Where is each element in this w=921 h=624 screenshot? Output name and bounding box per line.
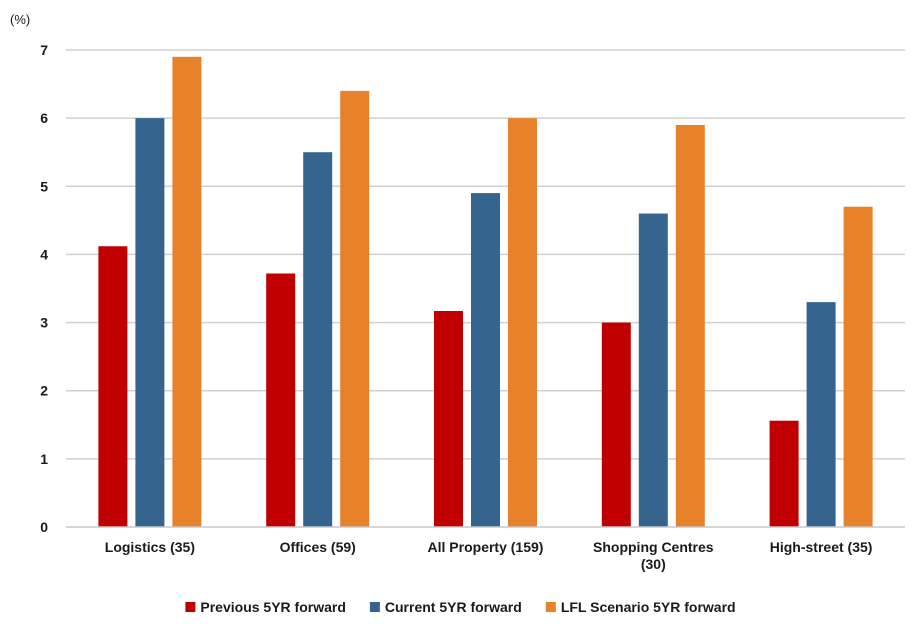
bar-previous-5yr-forward-1 xyxy=(266,273,296,527)
bar-lfl-scenario-5yr-forward-4 xyxy=(843,206,873,527)
y-tick-label: 2 xyxy=(40,383,48,399)
bar-previous-5yr-forward-2 xyxy=(434,310,463,527)
bar-lfl-scenario-5yr-forward-2 xyxy=(508,118,537,528)
y-axis-unit-label: (%) xyxy=(10,12,30,27)
bar-lfl-scenario-5yr-forward-0 xyxy=(172,56,202,528)
bars xyxy=(98,56,873,528)
legend-swatch xyxy=(369,602,380,612)
bar-current-5yr-forward-0 xyxy=(135,118,165,528)
bar-current-5yr-forward-4 xyxy=(806,302,836,527)
y-tick-label: 5 xyxy=(40,178,48,194)
x-category-label: High-street (35) xyxy=(770,539,873,555)
legend-label: Previous 5YR forward xyxy=(200,599,346,615)
x-category-label: All Property (159) xyxy=(428,539,544,555)
x-category-label: (30) xyxy=(641,556,666,572)
legend-swatch xyxy=(185,602,196,612)
legend-swatch xyxy=(545,602,556,612)
y-tick-label: 0 xyxy=(40,519,48,535)
x-category-label: Offices (59) xyxy=(280,539,356,555)
bar-previous-5yr-forward-3 xyxy=(601,322,631,527)
legend-label: LFL Scenario 5YR forward xyxy=(561,599,736,615)
x-category-label: Shopping Centres xyxy=(593,539,714,555)
bar-current-5yr-forward-3 xyxy=(638,213,668,528)
bar-current-5yr-forward-2 xyxy=(471,193,500,527)
y-tick-label: 6 xyxy=(40,110,48,126)
y-tick-label: 3 xyxy=(40,315,48,331)
y-tick-label: 1 xyxy=(40,451,48,467)
bar-lfl-scenario-5yr-forward-1 xyxy=(340,90,370,527)
x-axis-labels: Logistics (35) Offices (59) All Property (… xyxy=(105,539,873,572)
bar-lfl-scenario-5yr-forward-3 xyxy=(675,124,705,527)
legend-label: Current 5YR forward xyxy=(385,599,522,615)
bar-previous-5yr-forward-4 xyxy=(769,420,799,527)
y-tick-label: 4 xyxy=(40,246,48,262)
y-tick-label: 7 xyxy=(40,42,48,58)
bar-previous-5yr-forward-0 xyxy=(98,246,128,527)
legend: Previous 5YR forward Current 5YR forward L… xyxy=(185,599,736,615)
bar-current-5yr-forward-1 xyxy=(303,152,333,527)
x-category-label: Logistics (35) xyxy=(105,539,195,555)
y-axis-ticks: 0 1 2 3 4 5 6 7 xyxy=(40,42,48,535)
